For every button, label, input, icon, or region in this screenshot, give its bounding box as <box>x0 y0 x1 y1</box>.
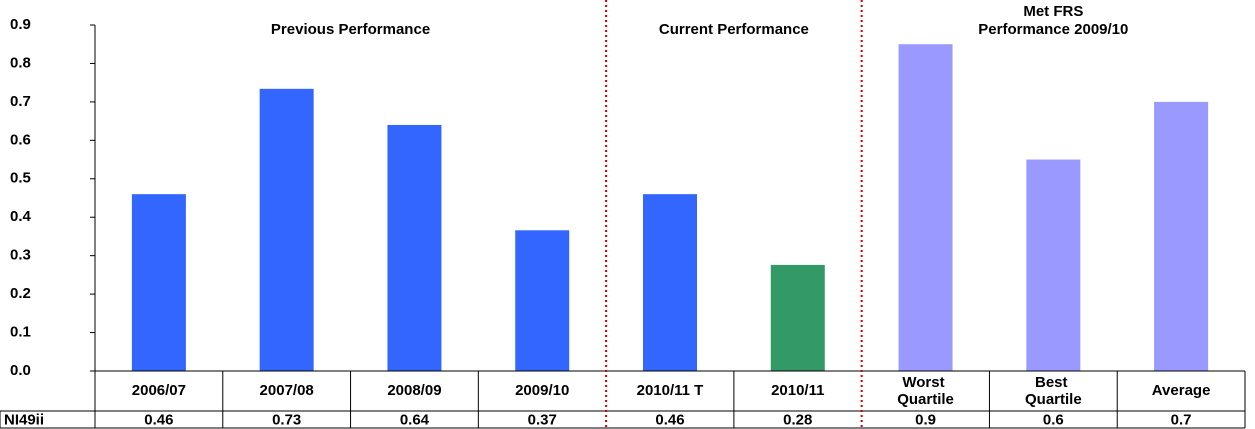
bar <box>770 264 825 371</box>
x-tick-label: 2007/08 <box>260 382 314 399</box>
x-tick-label-line: Quartile <box>1025 391 1082 408</box>
series-name: NI49ii <box>4 411 44 428</box>
bar <box>898 44 953 371</box>
value-label: 0.64 <box>400 411 430 428</box>
section-label: Met FRS <box>1023 3 1083 20</box>
x-tick-label: 2006/07 <box>132 382 186 399</box>
y-tick-label: 0.7 <box>10 93 31 110</box>
bar <box>515 230 570 371</box>
value-label: 0.9 <box>915 411 936 428</box>
value-label: 0.7 <box>1171 411 1192 428</box>
bar <box>131 194 186 371</box>
x-tick-label: 2010/11 T <box>637 382 704 399</box>
bar <box>259 88 314 371</box>
x-tick-label-line: Quartile <box>897 391 954 408</box>
x-tick-label-line: Best <box>1035 374 1072 391</box>
x-tick-label-line: Worst <box>902 374 948 391</box>
value-label: 0.37 <box>528 411 557 428</box>
x-tick-label: 2010/11 <box>771 382 824 399</box>
y-tick-label: 0.8 <box>10 54 31 71</box>
y-tick-label: 0.0 <box>10 362 31 379</box>
bar <box>1154 101 1209 371</box>
value-label: 0.28 <box>783 411 812 428</box>
y-tick-label: 0.9 <box>10 16 31 33</box>
value-label: 0.46 <box>655 411 684 428</box>
section-label: Previous Performance <box>271 21 430 38</box>
bar <box>643 194 697 371</box>
y-tick-label: 0.6 <box>10 131 31 148</box>
y-tick-label: 0.2 <box>10 285 31 302</box>
y-tick-label: 0.1 <box>10 324 31 341</box>
bar <box>387 124 442 371</box>
y-tick-label: 0.4 <box>10 208 32 225</box>
y-tick-label: 0.3 <box>10 247 31 264</box>
value-label: 0.6 <box>1043 411 1064 428</box>
x-tick-label: 2009/10 <box>515 382 569 399</box>
x-tick-label: Average <box>1152 382 1211 399</box>
section-label: Performance 2009/10 <box>978 21 1128 38</box>
section-label: Current Performance <box>659 21 809 38</box>
y-tick-label: 0.5 <box>10 170 31 187</box>
value-label: 0.73 <box>272 411 301 428</box>
bar <box>1026 159 1081 371</box>
x-tick-label: Best Quartile <box>1025 374 1082 408</box>
x-tick-label: 2008/09 <box>387 382 441 399</box>
value-label: 0.46 <box>144 411 173 428</box>
x-tick-label: Worst Quartile <box>897 374 954 408</box>
